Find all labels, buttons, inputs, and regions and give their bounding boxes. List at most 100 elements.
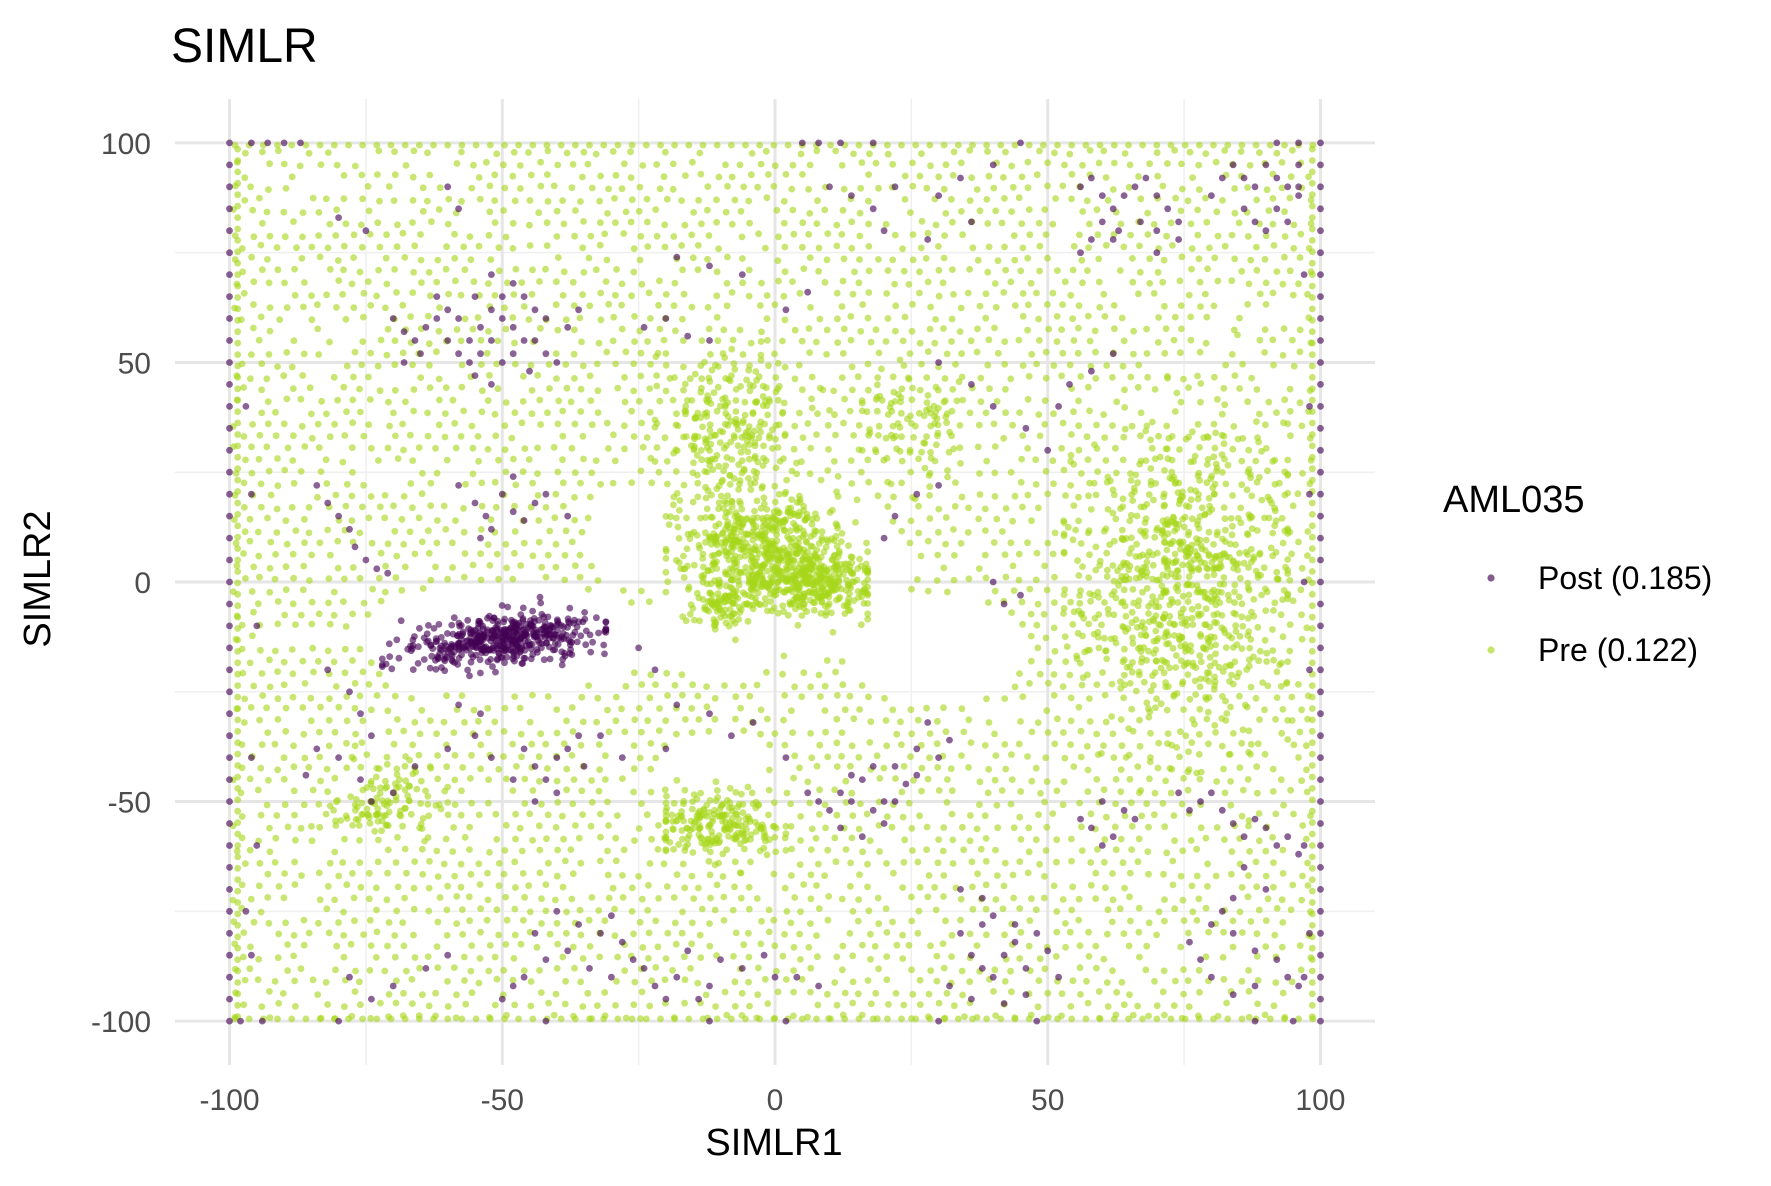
pre-point xyxy=(740,351,747,358)
pre-point xyxy=(1238,481,1245,488)
pre-point xyxy=(707,895,714,902)
pre-point xyxy=(309,316,316,323)
pre-point xyxy=(409,457,416,464)
pre-point xyxy=(1059,301,1066,308)
pre-point xyxy=(754,682,761,689)
pre-point xyxy=(1309,899,1316,906)
pre-point xyxy=(1309,591,1316,598)
pre-point xyxy=(1263,301,1270,308)
pre-point xyxy=(850,151,857,158)
pre-point xyxy=(310,976,317,983)
pre-point xyxy=(916,268,923,275)
pre-point xyxy=(754,498,761,505)
pre-point xyxy=(1271,932,1278,939)
pre-point xyxy=(275,716,282,723)
pre-point xyxy=(350,374,357,381)
pre-point xyxy=(604,257,611,264)
pre-point xyxy=(781,198,788,205)
pre-point xyxy=(491,171,498,178)
pre-point xyxy=(1045,326,1052,333)
pre-point xyxy=(717,403,724,410)
pre-point xyxy=(1188,266,1195,273)
pre-point xyxy=(1204,716,1211,723)
pre-point xyxy=(449,539,456,546)
pre-point xyxy=(725,376,732,383)
pre-point xyxy=(967,812,974,819)
pre-point xyxy=(957,917,964,924)
pre-point xyxy=(1102,884,1109,891)
pre-point xyxy=(1169,858,1176,865)
pre-point xyxy=(1043,231,1050,238)
pre-point xyxy=(470,162,477,169)
pre-point xyxy=(907,540,914,547)
pre-point xyxy=(391,528,398,535)
pre-point xyxy=(978,398,985,405)
pre-point xyxy=(931,884,938,891)
pre-point xyxy=(256,717,263,724)
pre-point xyxy=(876,350,883,357)
pre-point xyxy=(570,728,577,735)
pre-point xyxy=(1309,956,1316,963)
pre-point xyxy=(908,586,915,593)
pre-point xyxy=(644,196,651,203)
pre-point xyxy=(833,488,840,495)
pre-point xyxy=(378,598,385,605)
pre-point xyxy=(943,728,950,735)
pre-point xyxy=(644,434,651,441)
pre-point xyxy=(391,932,398,939)
pre-point xyxy=(276,316,283,323)
pre-point xyxy=(537,421,544,428)
pre-point xyxy=(1129,423,1136,430)
pre-point xyxy=(1272,979,1279,986)
pre-point xyxy=(782,547,789,554)
pre-point xyxy=(368,706,375,713)
pre-point xyxy=(1297,254,1304,261)
pre-point xyxy=(309,645,316,652)
pre-point xyxy=(732,1003,739,1010)
pre-point xyxy=(435,919,442,926)
pre-point xyxy=(901,836,908,843)
pre-point xyxy=(1043,468,1050,475)
pre-point xyxy=(366,681,373,688)
pre-point xyxy=(257,765,264,772)
pre-point xyxy=(526,222,533,229)
pre-point xyxy=(335,873,342,880)
pre-point xyxy=(517,705,524,712)
pre-point xyxy=(281,754,288,761)
pre-point xyxy=(839,681,846,688)
pre-point xyxy=(298,965,305,972)
pre-point xyxy=(1257,648,1264,655)
pre-point xyxy=(352,680,359,687)
pre-point xyxy=(409,289,416,296)
pre-point xyxy=(1002,766,1009,773)
pre-point xyxy=(1069,171,1076,178)
pre-point xyxy=(698,220,705,227)
pre-point xyxy=(1113,846,1120,853)
pre-point xyxy=(376,671,383,678)
pre-point xyxy=(393,908,400,915)
pre-point xyxy=(324,766,331,773)
pre-point xyxy=(470,445,477,452)
pre-point xyxy=(631,742,638,749)
pre-point xyxy=(234,751,241,758)
pre-point xyxy=(325,648,332,655)
pre-point xyxy=(1137,743,1144,750)
pre-point xyxy=(941,232,948,239)
pre-point xyxy=(1309,705,1316,712)
pre-point xyxy=(587,397,594,404)
pre-point xyxy=(357,1001,364,1008)
pre-point xyxy=(885,315,892,322)
pre-point xyxy=(612,932,619,939)
pre-point xyxy=(762,530,769,537)
pre-point xyxy=(1303,742,1310,749)
pre-point xyxy=(546,361,553,368)
pre-point xyxy=(323,291,330,298)
pre-point xyxy=(359,244,366,251)
pre-point xyxy=(680,364,687,371)
pre-point xyxy=(791,683,798,690)
pre-point xyxy=(883,221,890,228)
pre-point xyxy=(323,456,330,463)
pre-point xyxy=(994,872,1001,879)
pre-point xyxy=(1118,766,1125,773)
pre-point xyxy=(1178,399,1185,406)
